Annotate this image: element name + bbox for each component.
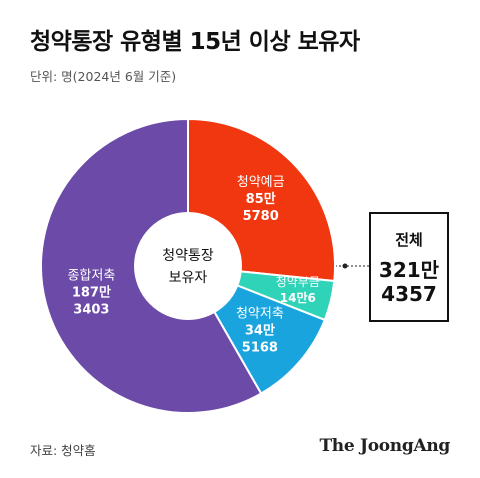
total-label: 전체 xyxy=(395,230,423,249)
donut-hole xyxy=(134,212,242,320)
total-box: 전체 321만 4357 xyxy=(369,212,449,322)
slice-label-청약예금-1: 85만 xyxy=(246,191,276,207)
slice-label-청약부금-1: 14만6 xyxy=(280,290,316,305)
total-value-line-2: 4357 xyxy=(381,281,437,306)
unit-note: 단위: 명(2024년 6월 기준) xyxy=(30,69,177,84)
publisher-logo: The JoongAng xyxy=(319,436,450,456)
total-value-line-1: 321만 xyxy=(378,257,440,282)
slice-label-청약예금-0: 청약예금 xyxy=(237,175,285,190)
center-label-line-1: 청약통장 xyxy=(162,248,214,264)
slice-label-청약저축-1: 34만 xyxy=(245,323,275,339)
slice-label-종합저축-1: 187만 xyxy=(72,284,111,300)
slice-label-청약부금-0: 청약부금 xyxy=(276,274,320,289)
chart-title: 청약통장 유형별 15년 이상 보유자 xyxy=(30,29,360,55)
total-leader-dot xyxy=(342,263,348,269)
slice-label-청약예금-2: 5780 xyxy=(243,209,279,224)
slice-label-청약저축-0: 청약저축 xyxy=(236,307,284,322)
center-label-line-2: 보유자 xyxy=(169,270,208,286)
slice-label-종합저축-2: 3403 xyxy=(73,302,109,317)
slice-label-청약저축-2: 5168 xyxy=(242,341,278,356)
slice-label-종합저축-0: 종합저축 xyxy=(67,268,115,283)
source-note: 자료: 청약홈 xyxy=(30,443,96,458)
